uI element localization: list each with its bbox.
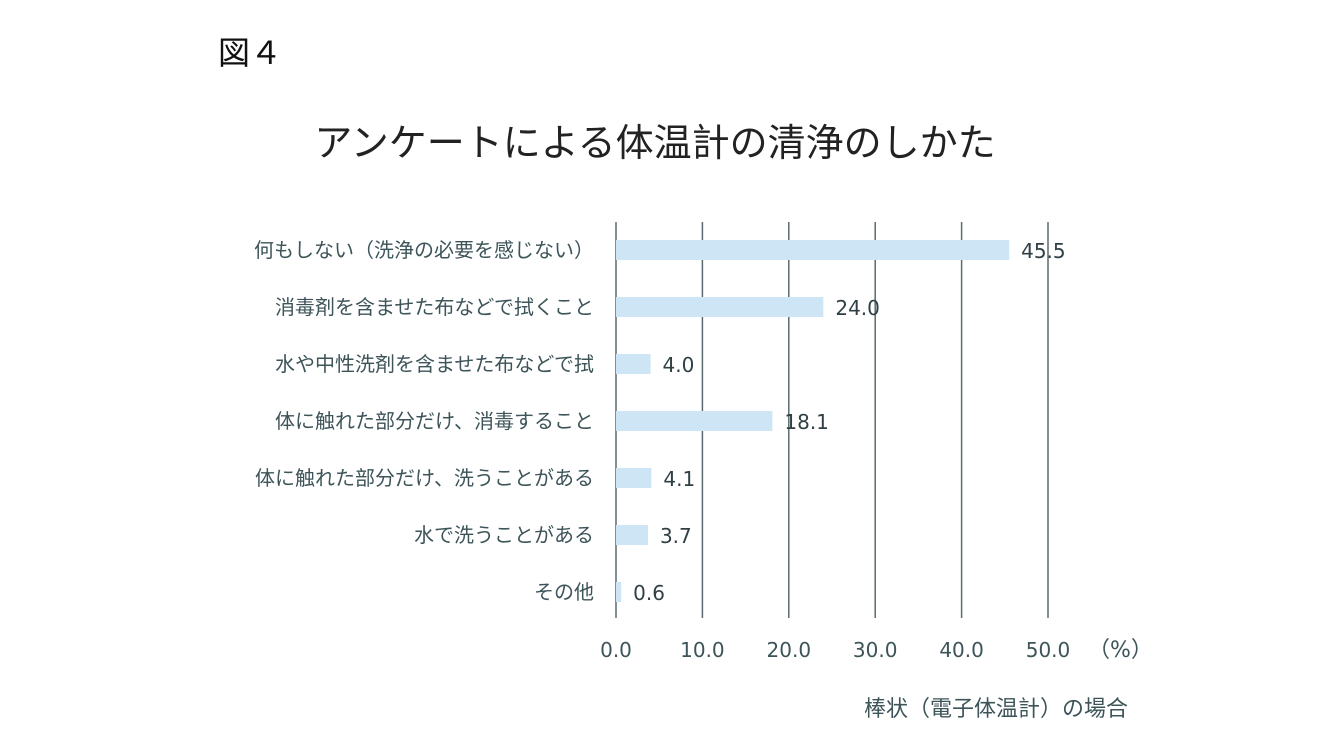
bar (616, 468, 652, 488)
x-tick-label: 50.0 (1026, 638, 1071, 662)
category-label: 水で洗うことがある (414, 523, 594, 547)
x-tick-label: 0.0 (600, 638, 632, 662)
x-tick-label: 10.0 (680, 638, 725, 662)
x-tick-label: 30.0 (853, 638, 898, 662)
figure-label: 図４ (218, 34, 283, 72)
category-label: その他 (534, 580, 594, 604)
category-label: 体に触れた部分だけ、消毒すること (275, 409, 594, 433)
category-label: 消毒剤を含ませた布などで拭くこと (275, 295, 594, 319)
category-label: 何もしない（洗浄の必要を感じない） (254, 238, 594, 262)
x-tick-label: 20.0 (767, 638, 812, 662)
x-tick-label: 40.0 (939, 638, 984, 662)
data-label: 4.1 (663, 467, 695, 491)
bar (616, 525, 648, 545)
bar (616, 240, 1010, 260)
data-label: 24.0 (835, 296, 880, 320)
bar (616, 354, 651, 374)
data-label: 3.7 (660, 524, 692, 548)
category-label: 体に触れた部分だけ、洗うことがある (255, 466, 594, 490)
bar (616, 411, 773, 431)
data-label: 18.1 (784, 410, 829, 434)
bar (616, 582, 622, 602)
data-label: 4.0 (663, 353, 695, 377)
data-label: 0.6 (633, 581, 665, 605)
bar (616, 297, 824, 317)
data-label: 45.5 (1021, 239, 1066, 263)
chart-title: アンケートによる体温計の清浄のしかた (314, 121, 996, 165)
category-label: 水や中性洗剤を含ませた布などで拭 (275, 352, 594, 376)
